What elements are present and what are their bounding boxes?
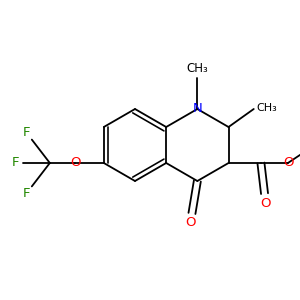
- Text: CH₃: CH₃: [187, 62, 208, 75]
- Text: O: O: [284, 155, 294, 169]
- Text: F: F: [22, 188, 30, 200]
- Text: O: O: [260, 196, 271, 210]
- Text: O: O: [70, 155, 80, 169]
- Text: O: O: [186, 216, 196, 230]
- Text: F: F: [11, 157, 19, 169]
- Text: CH₃: CH₃: [257, 103, 278, 113]
- Text: F: F: [22, 126, 30, 139]
- Text: N: N: [193, 101, 202, 115]
